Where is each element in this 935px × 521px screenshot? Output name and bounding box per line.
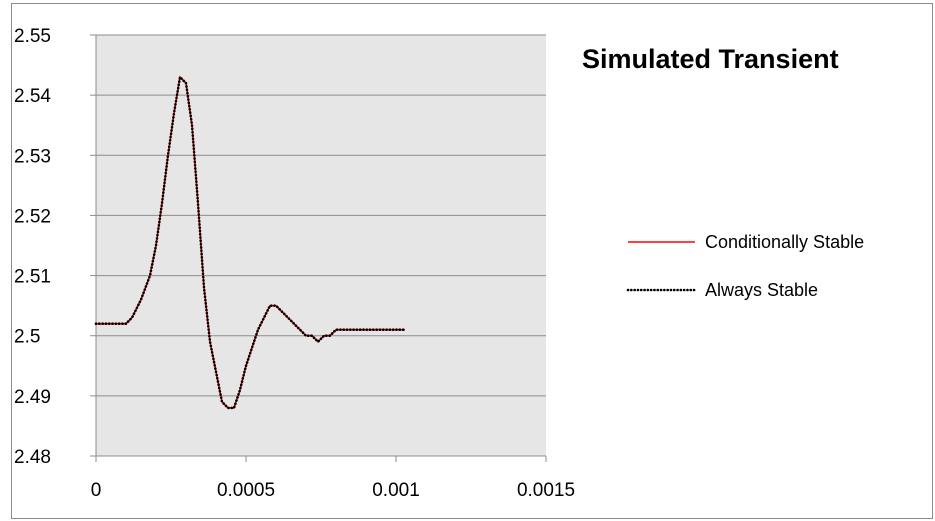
x-tick-label: 0.0015	[517, 480, 575, 501]
y-tick-label: 2.53	[14, 146, 51, 167]
legend: Conditionally Stable Always Stable	[626, 232, 864, 300]
series-group	[94, 74, 407, 410]
y-tick-label: 2.5	[14, 327, 40, 348]
y-tick-label: 2.55	[14, 26, 51, 47]
y-tick-label: 2.48	[14, 447, 51, 468]
axes: 2.48 2.49 2.5 2.51 2.52 2.53 2.54 2.55 0 0.0005 0.…	[14, 26, 575, 501]
y-tick-label: 2.51	[14, 267, 51, 288]
chart-title: Simulated Transient	[582, 44, 839, 74]
legend-label: Conditionally Stable	[705, 232, 864, 252]
y-tick-label: 2.49	[14, 387, 51, 408]
x-tick-label: 0	[91, 480, 102, 501]
y-tick-label: 2.52	[14, 206, 51, 227]
series-line-always-stable	[94, 74, 407, 410]
legend-label: Always Stable	[705, 280, 818, 300]
y-tick-label: 2.54	[14, 86, 51, 107]
plot-area	[96, 35, 546, 456]
x-tick-label: 0.0005	[217, 480, 275, 501]
x-tick-label: 0.001	[372, 480, 420, 501]
